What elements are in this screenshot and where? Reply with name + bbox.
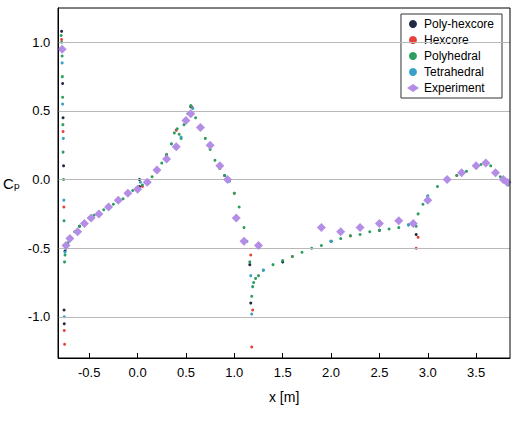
svg-text:0.5: 0.5: [32, 103, 50, 118]
svg-text:0.0: 0.0: [32, 172, 50, 187]
svg-text:Experiment: Experiment: [424, 81, 485, 95]
svg-text:2.0: 2.0: [322, 365, 340, 380]
svg-text:0.0: 0.0: [129, 365, 147, 380]
svg-text:0.5: 0.5: [177, 365, 195, 380]
svg-text:3.5: 3.5: [467, 365, 485, 380]
svg-text:Polyhedral: Polyhedral: [424, 49, 481, 63]
svg-text:1.0: 1.0: [32, 35, 50, 50]
svg-text:Tetrahedral: Tetrahedral: [424, 65, 484, 79]
svg-text:2.5: 2.5: [370, 365, 388, 380]
svg-text:Hexcore: Hexcore: [424, 33, 469, 47]
svg-text:1.0: 1.0: [225, 365, 243, 380]
svg-text:3.0: 3.0: [419, 365, 437, 380]
svg-text:x [m]: x [m]: [269, 389, 299, 405]
svg-text:-0.5: -0.5: [78, 365, 100, 380]
svg-text:Cₚ: Cₚ: [3, 175, 20, 192]
svg-text:1.5: 1.5: [274, 365, 292, 380]
svg-text:-0.5: -0.5: [28, 241, 50, 256]
svg-text:-1.0: -1.0: [28, 309, 50, 324]
svg-text:Poly-hexcore: Poly-hexcore: [424, 17, 494, 31]
